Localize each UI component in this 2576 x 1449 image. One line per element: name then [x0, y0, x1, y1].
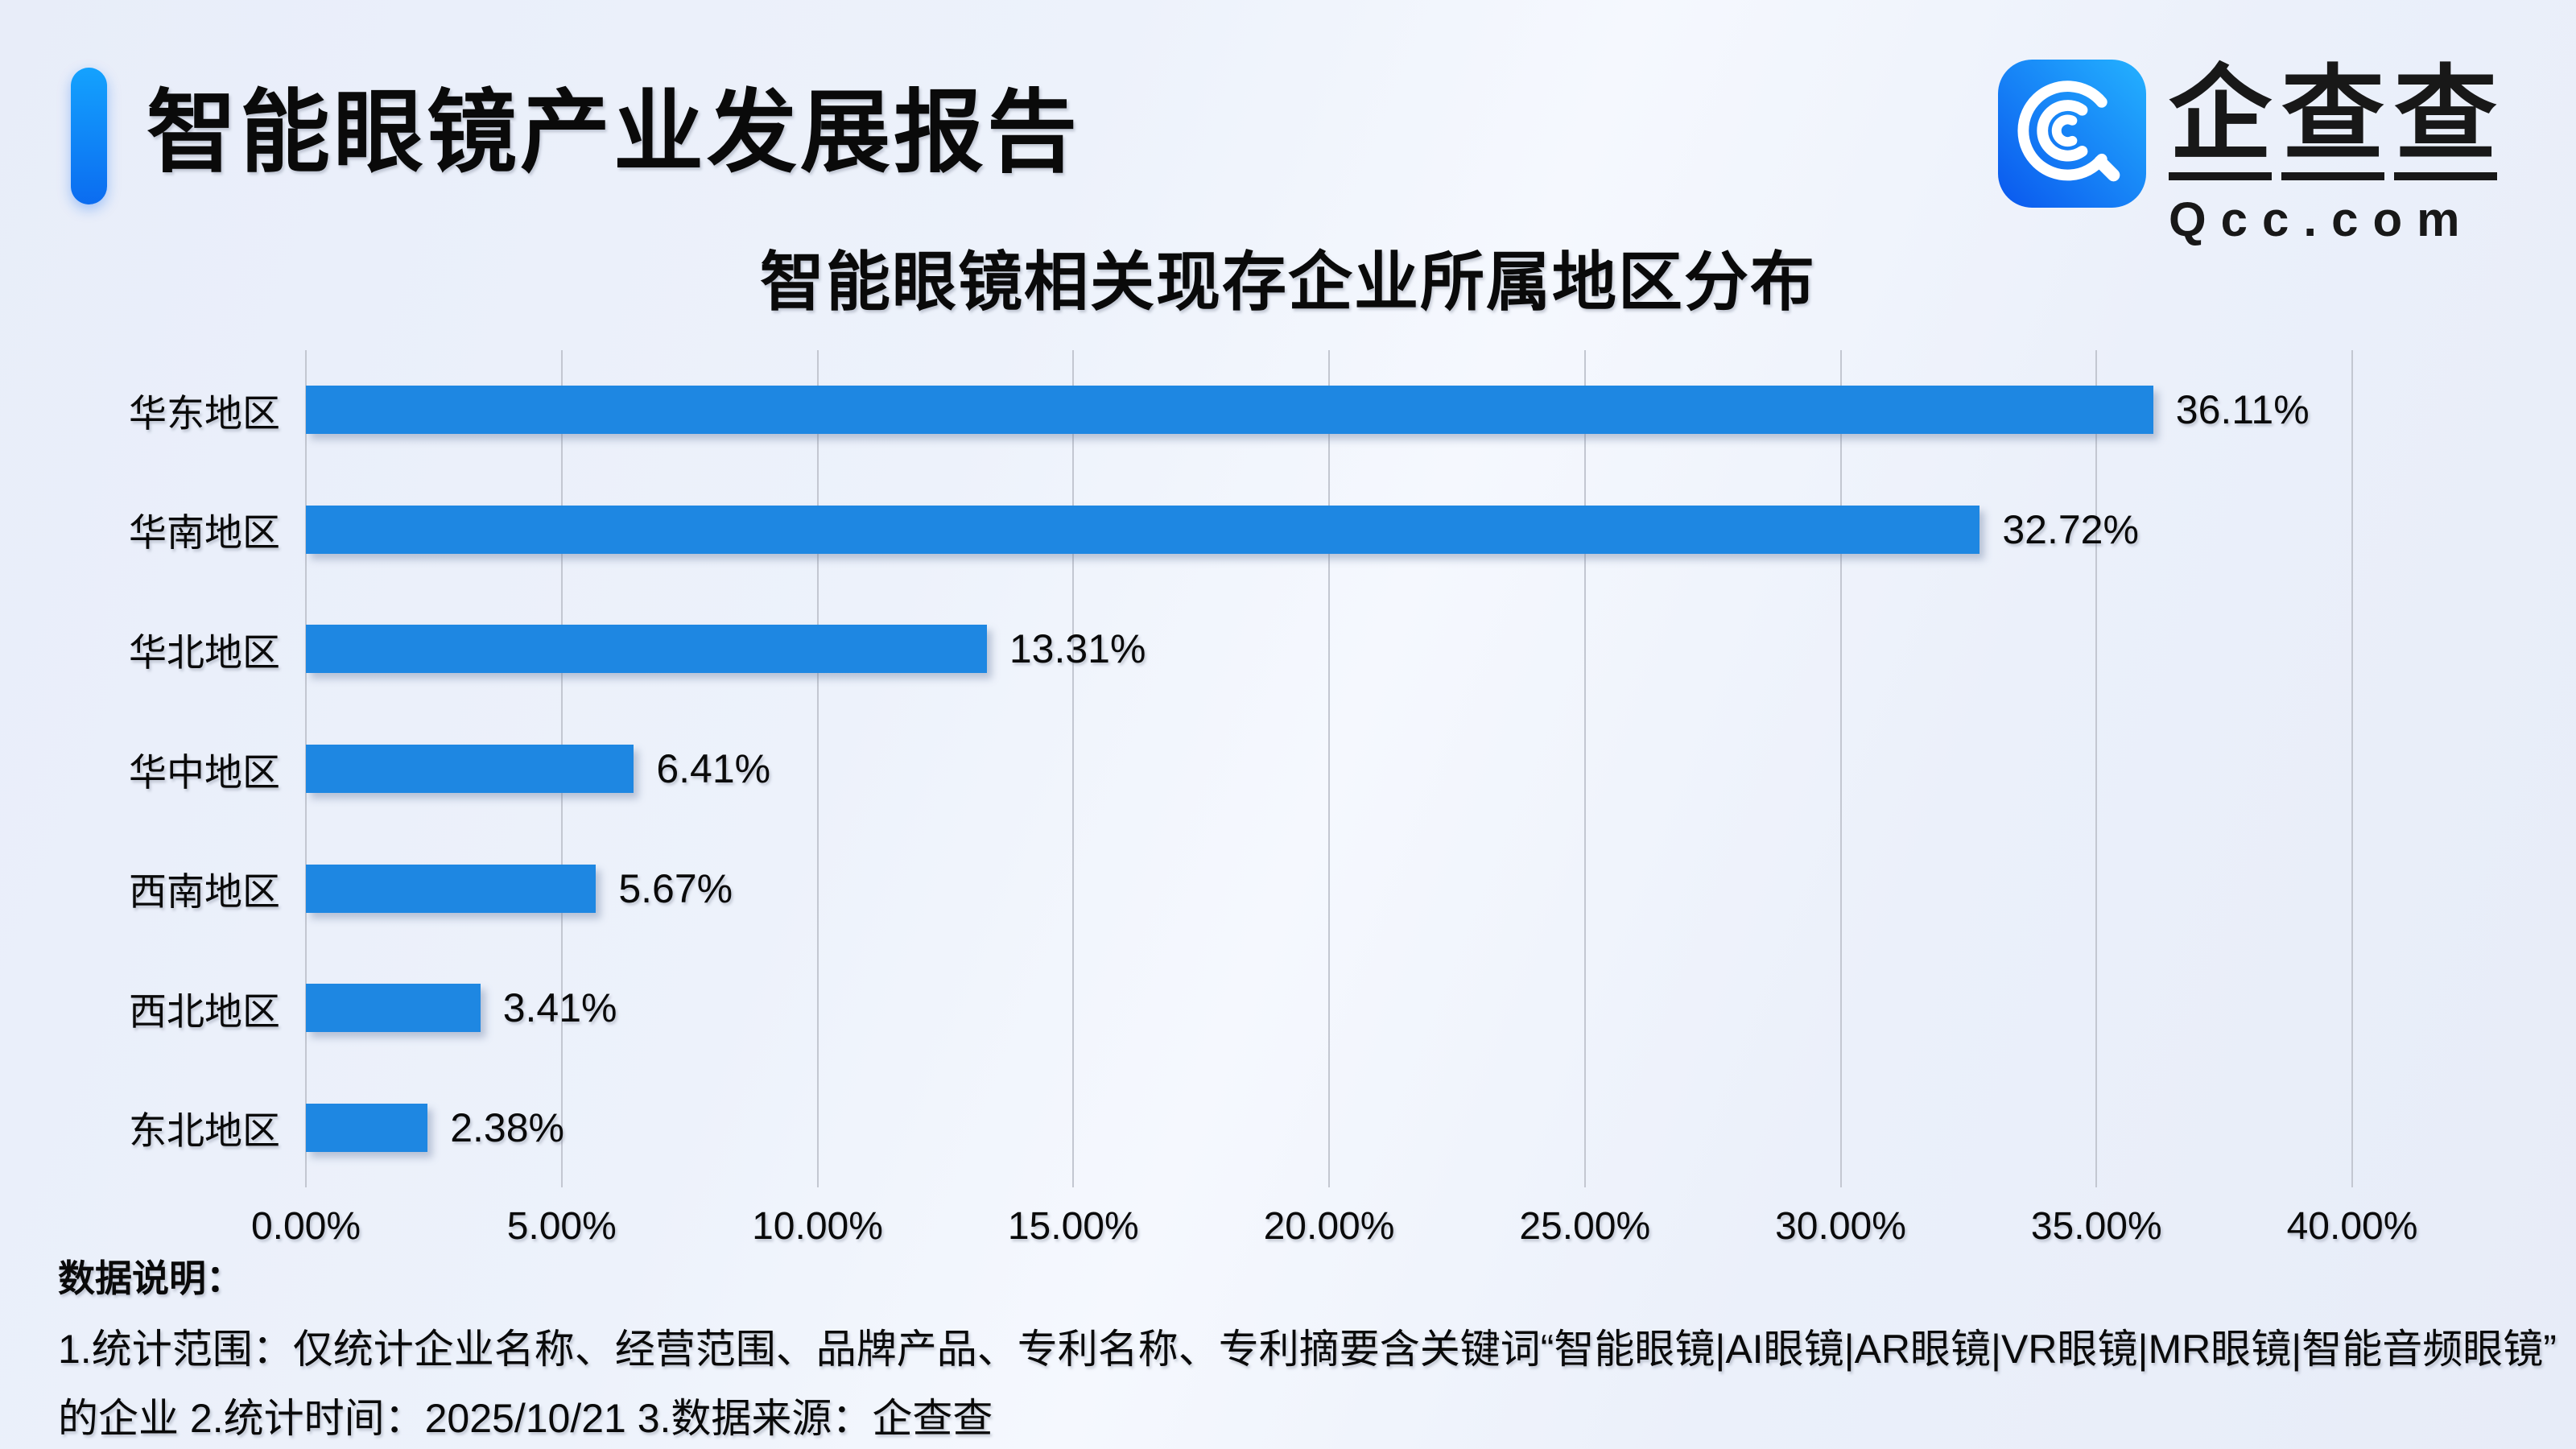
bar — [306, 864, 597, 913]
bar-track: 3.41% — [306, 948, 2352, 1068]
x-axis-tick: 40.00% — [2286, 1205, 2418, 1248]
qcc-magnifier-icon — [1998, 60, 2146, 208]
logo-char: 查 — [2394, 59, 2498, 181]
qcc-logo-cn: 企查查 — [2169, 59, 2498, 181]
gridline — [1328, 350, 1330, 1187]
bar — [306, 386, 2153, 435]
notes-line-2: 的企业 2.统计时间：2025/10/21 3.数据来源：企查查 — [58, 1396, 993, 1441]
category-label: 华中地区 — [129, 750, 280, 794]
logo-char: 企 — [2169, 59, 2273, 181]
gridline — [2351, 350, 2353, 1187]
bar-track: 2.38% — [306, 1067, 2352, 1187]
bar-track: 5.67% — [306, 828, 2352, 948]
bar-row: 西北地区 3.41% — [129, 948, 2352, 1068]
x-axis-tick: 35.00% — [2030, 1205, 2162, 1248]
chart-title: 智能眼镜相关现存企业所属地区分布 — [760, 246, 1816, 318]
logo-char: 查 — [2281, 59, 2385, 181]
x-axis-tick: 0.00% — [250, 1205, 361, 1248]
category-label: 西南地区 — [129, 870, 280, 914]
value-label: 32.72% — [2002, 506, 2139, 552]
bar-track: 6.41% — [306, 709, 2352, 829]
x-axis-tick: 15.00% — [1007, 1205, 1139, 1248]
qcc-logo-domain: Qcc.com — [2169, 192, 2475, 247]
bar-track: 13.31% — [306, 589, 2352, 709]
value-label: 13.31% — [1009, 626, 1146, 672]
bar-row: 东北地区 2.38% — [129, 1067, 2352, 1187]
bar — [306, 505, 1980, 554]
bar-row: 华中地区 6.41% — [129, 709, 2352, 829]
bar-track: 32.72% — [306, 470, 2352, 590]
value-label: 6.41% — [656, 746, 771, 792]
category-label: 华北地区 — [129, 630, 280, 674]
gridline — [816, 350, 819, 1187]
gridline — [1072, 350, 1075, 1187]
notes-line-1: 1.统计范围：仅统计企业名称、经营范围、品牌产品、专利名称、专利摘要含关键词“智… — [58, 1327, 2557, 1372]
x-axis-tick: 10.00% — [752, 1205, 883, 1248]
gridline — [2095, 350, 2098, 1187]
bar-row: 华南地区 32.72% — [129, 470, 2352, 590]
x-axis-tick: 30.00% — [1775, 1205, 1906, 1248]
notes-heading: 数据说明： — [58, 1257, 243, 1299]
rows: 华东地区 36.11% 华南地区 32.72% 华北地区 13.31% 华中地区 6.41% 西… — [129, 350, 2352, 1187]
bar — [306, 625, 987, 674]
report-title: 智能眼镜产业发展报告 — [147, 82, 1080, 183]
category-label: 西北地区 — [129, 989, 280, 1033]
bar — [306, 1103, 428, 1152]
bar-row: 华北地区 13.31% — [129, 589, 2352, 709]
value-label: 3.41% — [502, 985, 617, 1031]
x-axis-tick: 25.00% — [1519, 1205, 1651, 1248]
qcc-logo: 企查查 Qcc.com — [1998, 59, 2498, 247]
bar-row: 西南地区 5.67% — [129, 828, 2352, 948]
value-label: 5.67% — [618, 865, 733, 911]
bar-track: 36.11% — [306, 350, 2352, 470]
category-label: 华南地区 — [129, 511, 280, 555]
x-axis-tick: 5.00% — [506, 1205, 617, 1248]
bar-row: 华东地区 36.11% — [129, 350, 2352, 470]
title-accent-bar — [71, 68, 107, 204]
gridline — [1839, 350, 1842, 1187]
plot-area: 华东地区 36.11% 华南地区 32.72% 华北地区 13.31% 华中地区 6.41% 西… — [129, 350, 2353, 1187]
x-axis-tick: 20.00% — [1263, 1205, 1395, 1248]
category-label: 华东地区 — [129, 391, 280, 435]
value-label: 36.11% — [2175, 387, 2310, 433]
qcc-logo-text: 企查查 Qcc.com — [2169, 59, 2498, 247]
value-label: 2.38% — [450, 1104, 565, 1150]
bar — [306, 984, 481, 1033]
gridline — [1583, 350, 1586, 1187]
category-label: 东北地区 — [129, 1109, 280, 1153]
x-axis: 0.00% 5.00% 10.00% 15.00% 20.00% 25.00% 30.00%… — [251, 1204, 2417, 1253]
bar — [306, 745, 634, 794]
